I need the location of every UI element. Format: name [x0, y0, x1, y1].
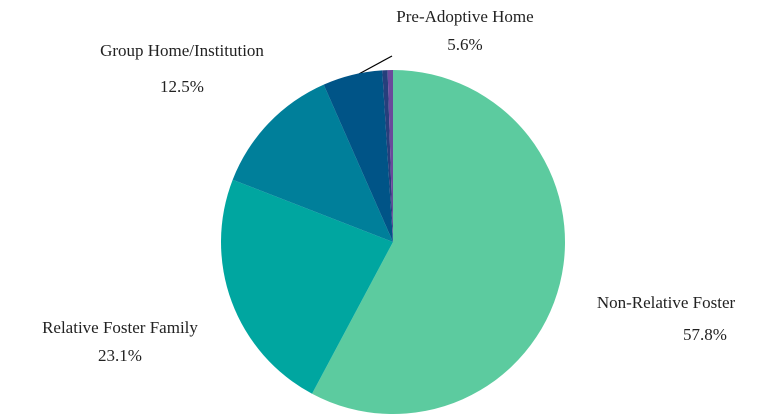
slice-label: Non-Relative Foster — [597, 293, 736, 312]
slice-label: Relative Foster Family — [42, 318, 198, 337]
slice-value: 5.6% — [447, 35, 482, 54]
pie-slice — [382, 70, 393, 242]
pie-slice — [387, 70, 393, 242]
pie-slice — [221, 179, 393, 394]
pie-slice — [312, 70, 565, 414]
slice-value: 12.5% — [160, 77, 204, 96]
slice-label: Pre-Adoptive Home — [396, 7, 533, 26]
slice-value: 23.1% — [98, 346, 142, 365]
pie-slice — [323, 70, 393, 242]
slice-label: Group Home/Institution — [100, 41, 264, 60]
slice-value: 57.8% — [683, 325, 727, 344]
pie-slice — [232, 84, 393, 242]
leader-line — [356, 55, 393, 76]
